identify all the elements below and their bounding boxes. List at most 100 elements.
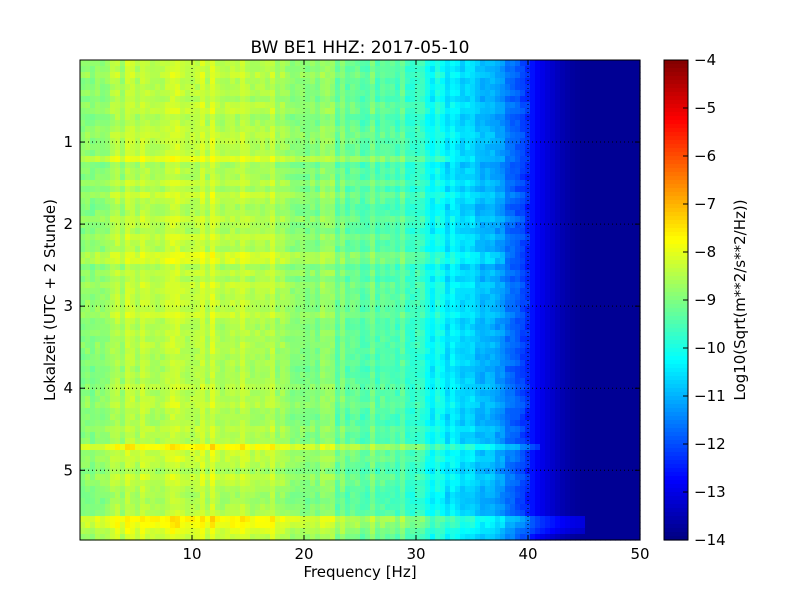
- heatmap-cell: [450, 294, 456, 301]
- heatmap-cell: [520, 228, 526, 235]
- heatmap-cell: [440, 132, 446, 139]
- heatmap-cell: [570, 246, 576, 253]
- heatmap-cell: [405, 216, 411, 223]
- heatmap-cell: [460, 246, 466, 253]
- heatmap-cell: [270, 114, 276, 121]
- heatmap-cell: [320, 186, 326, 193]
- heatmap-cell: [375, 258, 381, 265]
- heatmap-cell: [490, 258, 496, 265]
- heatmap-cell: [615, 246, 621, 253]
- heatmap-cell: [95, 66, 101, 73]
- heatmap-cell: [175, 294, 181, 301]
- heatmap-cell: [120, 156, 126, 163]
- heatmap-cell: [460, 294, 466, 301]
- heatmap-cell: [245, 222, 251, 229]
- heatmap-cell: [575, 72, 581, 79]
- heatmap-cell: [635, 120, 641, 127]
- heatmap-cell: [620, 312, 626, 319]
- heatmap-cell: [600, 204, 606, 211]
- heatmap-cell: [230, 162, 236, 169]
- heatmap-cell: [610, 150, 616, 157]
- heatmap-cell: [430, 264, 436, 271]
- heatmap-cell: [200, 228, 206, 235]
- heatmap-cell: [175, 66, 181, 73]
- heatmap-cell: [550, 60, 556, 67]
- heatmap-cell: [155, 318, 161, 325]
- heatmap-cell: [305, 222, 311, 229]
- heatmap-cell: [315, 312, 321, 319]
- heatmap-cell: [160, 168, 166, 175]
- heatmap-cell: [440, 162, 446, 169]
- heatmap-cell: [80, 258, 86, 265]
- heatmap-cell: [300, 120, 306, 127]
- heatmap-cell: [90, 234, 96, 241]
- heatmap-cell: [255, 210, 261, 217]
- heatmap-cell: [230, 270, 236, 277]
- heatmap-cell: [160, 150, 166, 157]
- heatmap-cell: [250, 198, 256, 205]
- heatmap-cell: [160, 138, 166, 145]
- heatmap-cell: [405, 270, 411, 277]
- heatmap-cell: [295, 126, 301, 133]
- heatmap-cell: [185, 168, 191, 175]
- heatmap-cell: [290, 192, 296, 199]
- heatmap-cell: [185, 276, 191, 283]
- heatmap-cell: [425, 300, 431, 307]
- heatmap-cell: [160, 156, 166, 163]
- heatmap-cell: [85, 120, 91, 127]
- heatmap-cell: [335, 324, 341, 331]
- heatmap-cell: [260, 240, 266, 247]
- heatmap-cell: [415, 234, 421, 241]
- heatmap-cell: [150, 210, 156, 217]
- heatmap-cell: [90, 288, 96, 295]
- heatmap-cell: [400, 318, 406, 325]
- heatmap-cell: [565, 150, 571, 157]
- heatmap-cell: [525, 228, 531, 235]
- heatmap-cell: [350, 276, 356, 283]
- heatmap-cell: [190, 102, 196, 109]
- heatmap-cell: [520, 72, 526, 79]
- heatmap-cell: [255, 132, 261, 139]
- heatmap-cell: [360, 132, 366, 139]
- heatmap-cell: [625, 306, 631, 313]
- heatmap-cell: [320, 258, 326, 265]
- heatmap-cell: [275, 186, 281, 193]
- heatmap-cell: [430, 270, 436, 277]
- heatmap-cell: [285, 324, 291, 331]
- heatmap-cell: [385, 222, 391, 229]
- heatmap-cell: [330, 198, 336, 205]
- heatmap-cell: [350, 90, 356, 97]
- heatmap-cell: [220, 126, 226, 133]
- heatmap-cell: [495, 144, 501, 151]
- heatmap-cell: [415, 180, 421, 187]
- heatmap-cell: [255, 222, 261, 229]
- heatmap-cell: [115, 204, 121, 211]
- heatmap-cell: [415, 258, 421, 265]
- heatmap-cell: [400, 216, 406, 223]
- heatmap-cell: [315, 210, 321, 217]
- heatmap-cell: [255, 192, 261, 199]
- heatmap-cell: [240, 72, 246, 79]
- heatmap-cell: [630, 282, 636, 289]
- heatmap-cell: [335, 126, 341, 133]
- heatmap-cell: [190, 150, 196, 157]
- heatmap-cell: [210, 66, 216, 73]
- heatmap-cell: [250, 210, 256, 217]
- heatmap-cell: [405, 210, 411, 217]
- heatmap-cell: [435, 78, 441, 85]
- heatmap-cell: [260, 192, 266, 199]
- heatmap-cell: [505, 306, 511, 313]
- heatmap-cell: [105, 84, 111, 91]
- heatmap-cell: [85, 300, 91, 307]
- heatmap-cell: [575, 276, 581, 283]
- heatmap-cell: [600, 66, 606, 73]
- heatmap-cell: [630, 138, 636, 145]
- heatmap-cell: [240, 120, 246, 127]
- heatmap-cell: [165, 102, 171, 109]
- heatmap-cell: [430, 204, 436, 211]
- heatmap-cell: [95, 96, 101, 103]
- heatmap-cell: [370, 132, 376, 139]
- heatmap-cell: [280, 102, 286, 109]
- heatmap-cell: [125, 228, 131, 235]
- heatmap-cell: [625, 144, 631, 151]
